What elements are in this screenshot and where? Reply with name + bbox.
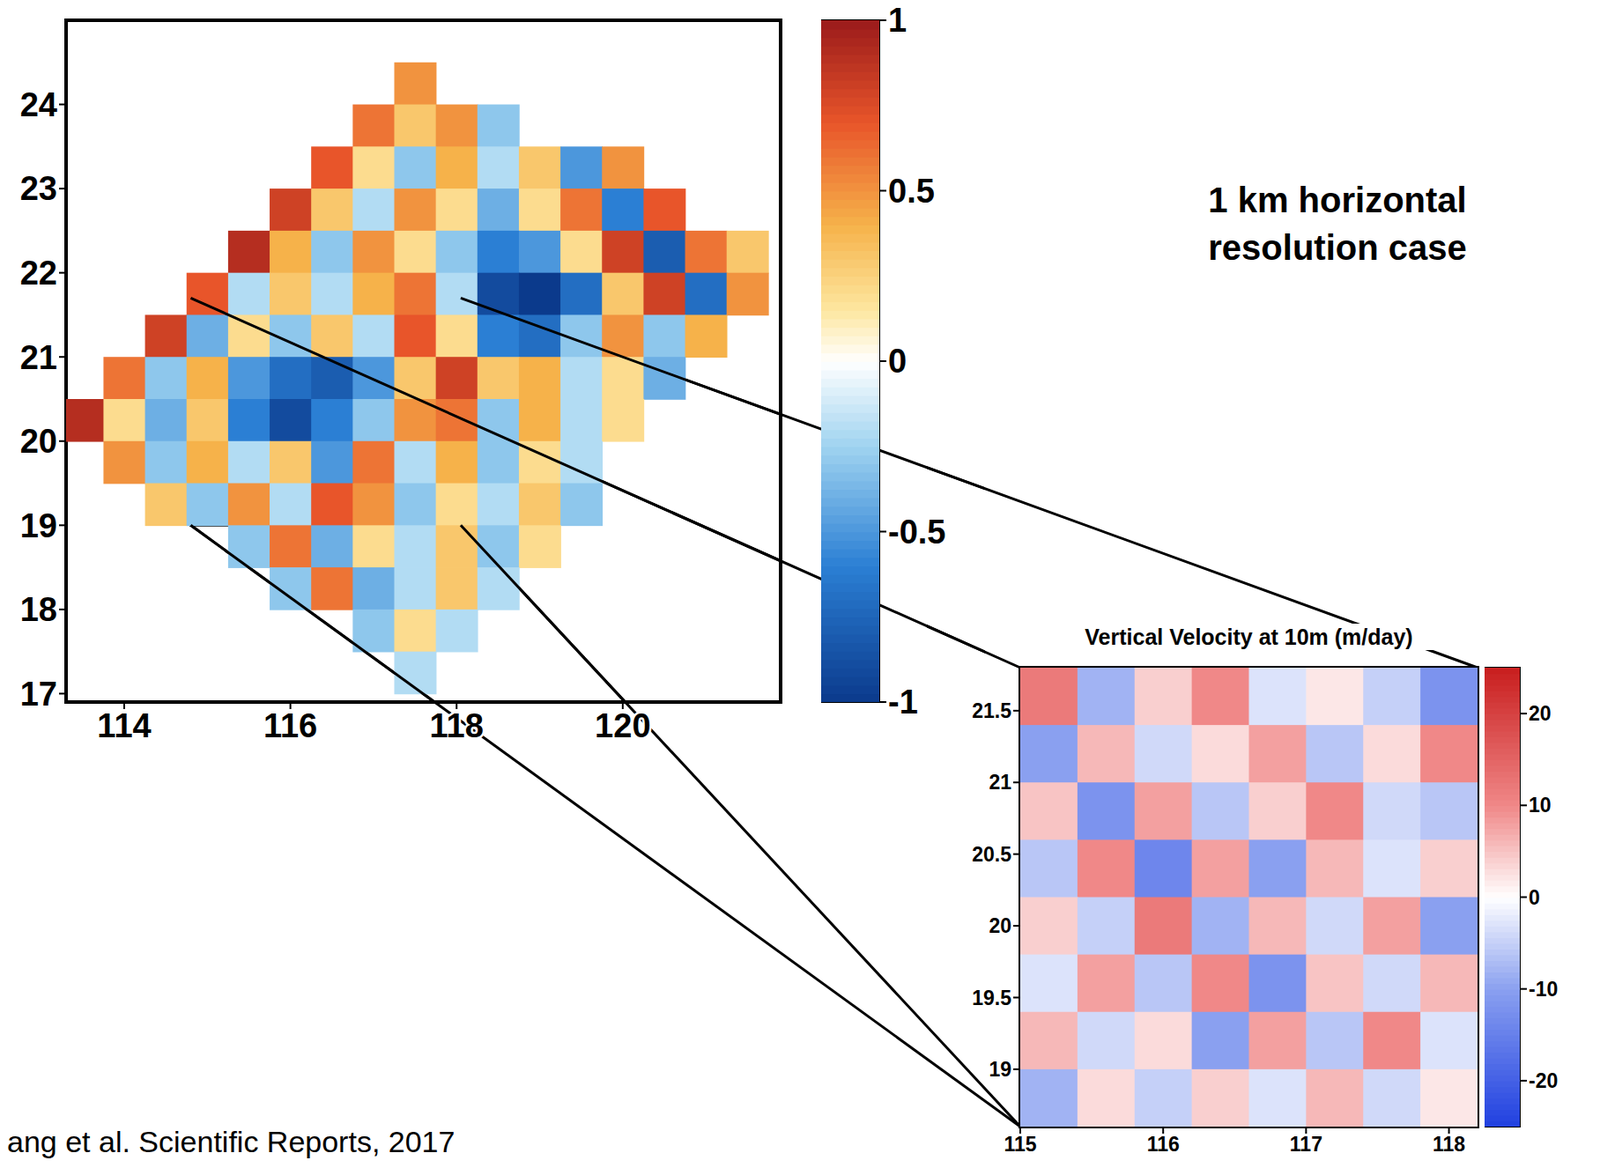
- html-text:1 km horizontal resolution cas: 1 km horizontal resolution case: [1208, 180, 1467, 267]
- svg-text:114: 114: [96, 707, 151, 745]
- svg-text:117: 117: [1289, 1133, 1323, 1156]
- svg-text:23: 23: [20, 170, 58, 208]
- svg-text:20: 20: [988, 914, 1012, 938]
- svg-text:-0.5: -0.5: [888, 513, 946, 551]
- svg-text:20: 20: [20, 422, 58, 460]
- svg-text:1: 1: [888, 1, 907, 39]
- svg-text:0.5: 0.5: [888, 172, 935, 210]
- svg-text:-1: -1: [888, 683, 919, 721]
- svg-text:21: 21: [20, 339, 58, 377]
- svg-text:116: 116: [263, 707, 318, 745]
- svg-text:0: 0: [1528, 886, 1541, 910]
- svg-text:10: 10: [1528, 793, 1552, 817]
- svg-text:118: 118: [429, 707, 484, 745]
- svg-text:0: 0: [888, 342, 907, 380]
- svg-text:116: 116: [1147, 1133, 1180, 1156]
- svg-text:21: 21: [988, 770, 1012, 794]
- svg-text:19: 19: [988, 1058, 1012, 1082]
- svg-text:20.5: 20.5: [971, 843, 1012, 867]
- svg-text:20: 20: [1528, 702, 1552, 726]
- svg-text:19.5: 19.5: [971, 986, 1012, 1010]
- svg-text:19: 19: [20, 507, 58, 545]
- svg-text:21.5: 21.5: [971, 699, 1012, 723]
- svg-text:118: 118: [1432, 1133, 1466, 1156]
- html-text:Vertical Velocity at 10m (m/da: Vertical Velocity at 10m (m/day): [1084, 624, 1413, 650]
- html-text:ang et al. Scientific Reports,: ang et al. Scientific Reports, 2017: [7, 1125, 455, 1159]
- svg-text:-10: -10: [1528, 977, 1558, 1001]
- svg-text:115: 115: [1003, 1133, 1037, 1156]
- svg-text:120: 120: [594, 707, 651, 745]
- svg-text:24: 24: [20, 86, 58, 124]
- svg-text:-20: -20: [1528, 1069, 1558, 1093]
- svg-text:22: 22: [20, 254, 58, 292]
- svg-text:17: 17: [20, 675, 58, 713]
- svg-text:18: 18: [20, 591, 58, 629]
